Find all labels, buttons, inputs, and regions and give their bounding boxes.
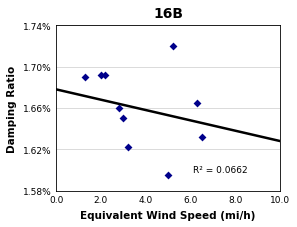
Point [99, 74, 103, 77]
Text: R² = 0.0662: R² = 0.0662 [193, 165, 247, 174]
Point [199, 136, 204, 139]
Point [83, 76, 88, 79]
Point [116, 107, 121, 110]
Point [170, 45, 175, 49]
Y-axis label: Damping Ratio: Damping Ratio [7, 65, 17, 152]
Point [103, 74, 108, 77]
X-axis label: Equivalent Wind Speed (mi/h): Equivalent Wind Speed (mi/h) [80, 210, 256, 220]
Point [166, 174, 170, 177]
Title: 16B: 16B [153, 7, 183, 21]
Point [121, 117, 126, 121]
Point [125, 146, 130, 149]
Point [195, 101, 200, 105]
